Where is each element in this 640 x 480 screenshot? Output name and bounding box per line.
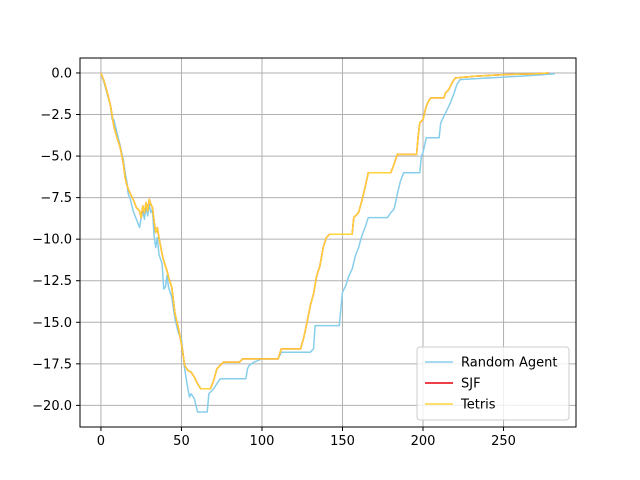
x-tick-label: 150 (330, 434, 355, 449)
x-tick-label: 100 (250, 434, 275, 449)
y-tick-label: −2.5 (40, 108, 72, 123)
legend: Random Agent SJF Tetris (416, 346, 570, 421)
x-tick-label: 250 (491, 434, 516, 449)
y-tick-label: −17.5 (32, 357, 72, 372)
y-tick-label: −7.5 (40, 191, 72, 206)
y-tick-label: −12.5 (32, 274, 72, 289)
y-tick-label: −10.0 (32, 233, 72, 248)
series-lines (100, 72, 556, 413)
y-tick-label: −5.0 (40, 150, 72, 165)
legend-label: SJF (461, 377, 481, 392)
x-tick-label: 200 (411, 434, 436, 449)
y-tick-label: −20.0 (32, 399, 72, 414)
plot-frame (79, 57, 577, 428)
x-tick-label: 50 (173, 434, 190, 449)
legend-label: Random Agent (461, 356, 557, 371)
axis-ticks: 0 50 100 150 200 250 0.0 −2.5 −5.0 −7.5 −10.0 −12.5… (32, 66, 516, 449)
grid (80, 58, 576, 427)
legend-box (416, 346, 570, 421)
series-line-0 (100, 72, 556, 413)
series-line-2 (100, 72, 549, 390)
x-tick-label: 0 (97, 434, 105, 449)
y-tick-label: 0.0 (51, 66, 72, 81)
legend-label: Tetris (460, 398, 496, 413)
y-tick-label: −15.0 (32, 316, 72, 331)
